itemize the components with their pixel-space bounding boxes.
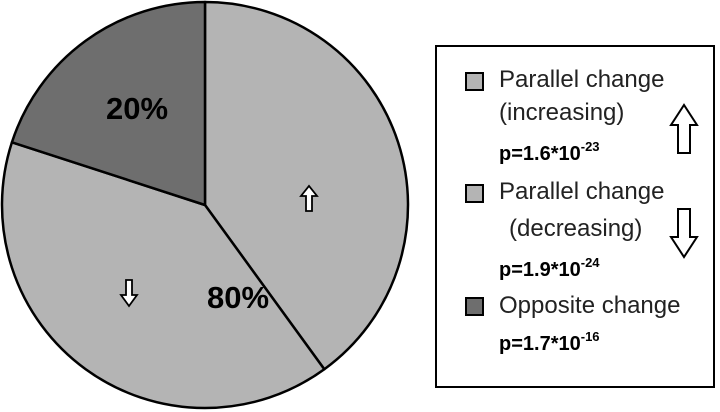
legend-swatch [465, 184, 484, 203]
up-arrow-icon [299, 184, 319, 212]
legend-swatch [465, 72, 484, 91]
legend-label: Parallel change [499, 66, 665, 93]
legend-p-value: p=1.6*10-23 [499, 139, 600, 165]
legend-swatch [465, 297, 484, 316]
down-arrow-icon [669, 208, 699, 259]
slice-arrows [119, 184, 319, 308]
slice-opposite [10, 0, 207, 207]
down-arrow-icon [119, 279, 139, 308]
legend: Parallel change (increasing) p=1.6*10-23… [435, 45, 715, 388]
pie-slices [0, 0, 410, 410]
slice-parallel-decreasing [0, 141, 326, 410]
parallel-percent-label: 80% [207, 280, 269, 315]
legend-label-sub: (decreasing) [509, 215, 643, 242]
legend-label: Parallel change [499, 178, 665, 205]
slice-parallel-increasing [203, 0, 410, 371]
up-arrow-icon [669, 103, 699, 154]
legend-p-value: p=1.9*10-24 [499, 255, 600, 281]
legend-label: Opposite change [499, 292, 681, 319]
legend-label-sub: (increasing) [499, 99, 625, 126]
opposite-percent-label: 20% [106, 91, 168, 126]
legend-p-value: p=1.7*10-16 [499, 329, 600, 355]
